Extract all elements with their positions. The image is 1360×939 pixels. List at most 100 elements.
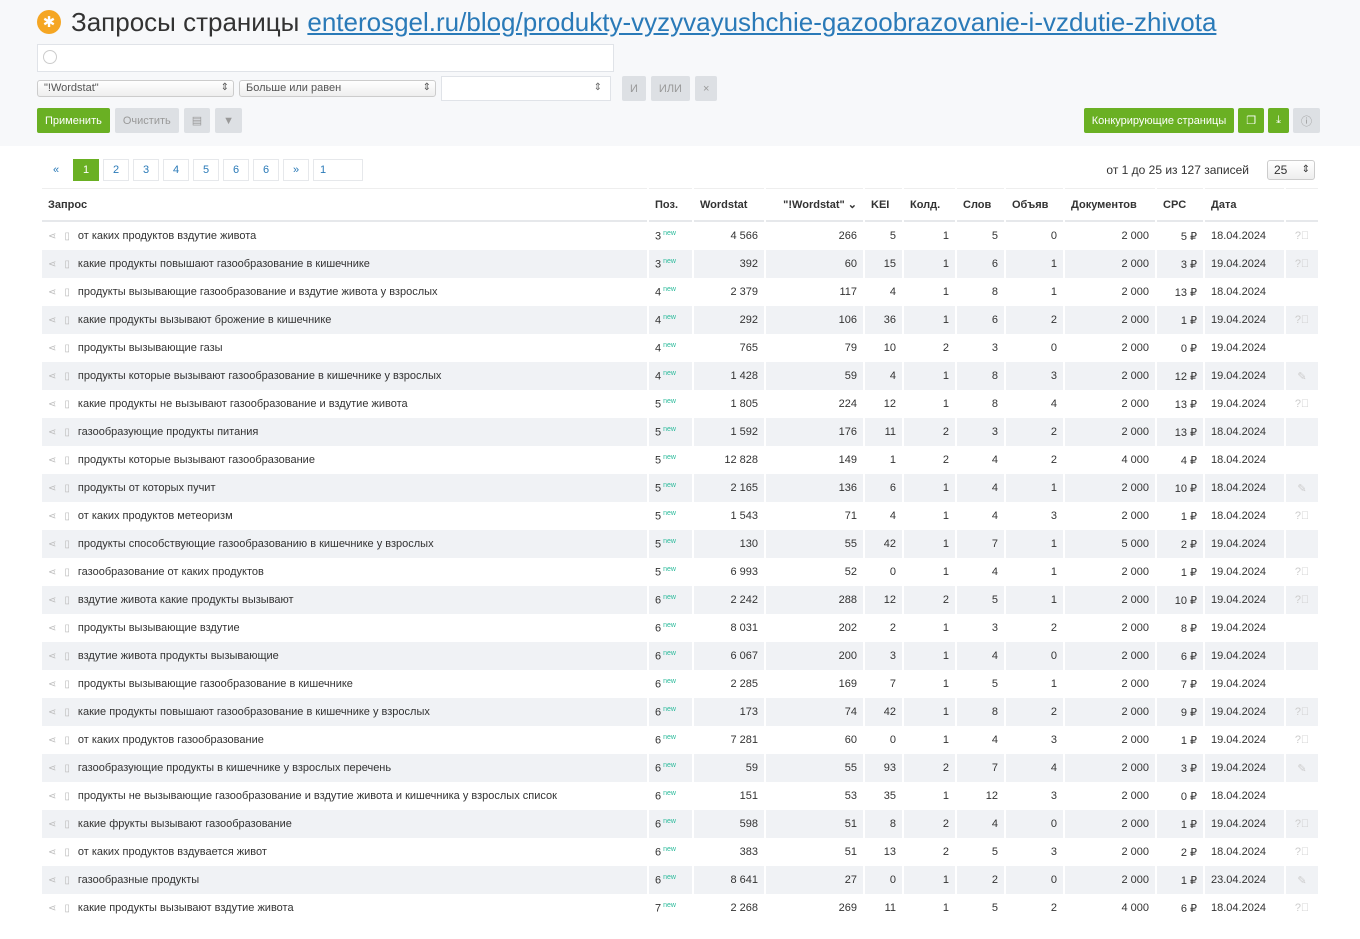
share-icon[interactable]: ⋖ [48,231,57,242]
help-icon[interactable]: ?⃝ [1294,734,1310,746]
edit-icon[interactable]: ✎ [1286,362,1318,390]
page-1[interactable]: 1 [73,159,99,181]
share-icon[interactable]: ⋖ [48,483,57,494]
document-icon[interactable]: ▯ [64,567,70,578]
help-icon[interactable]: ?⃝ [1286,306,1318,334]
prev-page[interactable]: « [52,164,60,176]
info-icon[interactable]: ⓘ [1293,108,1320,133]
share-icon[interactable]: ⋖ [48,427,57,438]
document-icon[interactable]: ▯ [64,259,70,270]
column-header[interactable]: KEI [865,188,902,222]
query-text[interactable]: газообразующие продукты в кишечнике у вз… [77,762,392,774]
query-text[interactable]: вздутие живота продукты вызывающие [77,650,279,662]
search-input[interactable] [37,44,614,72]
document-icon[interactable]: ▯ [64,819,70,830]
query-text[interactable]: от каких продуктов вздутие живота [77,230,257,242]
document-icon[interactable]: ▯ [64,791,70,802]
document-icon[interactable]: ▯ [64,483,70,494]
column-header[interactable]: Дата [1205,188,1284,222]
document-icon[interactable]: ▯ [64,735,70,746]
share-icon[interactable]: ⋖ [48,511,57,522]
remove-condition-button[interactable]: × [694,76,718,101]
query-text[interactable]: продукты которые вызывают газообразовани… [77,370,442,382]
download-icon[interactable]: ⤓ [1268,108,1289,133]
document-icon[interactable]: ▯ [64,343,70,354]
page-5[interactable]: 5 [193,159,219,181]
filter-icon[interactable]: ▼ [215,108,243,133]
per-page-select[interactable]: 25 [1267,160,1315,180]
query-text[interactable]: от каких продуктов газообразование [77,734,264,746]
query-text[interactable]: продукты от которых пучит [77,482,216,494]
share-icon[interactable]: ⋖ [48,259,57,270]
help-icon[interactable]: ?⃝ [1286,810,1318,838]
page-3[interactable]: 3 [133,159,159,181]
column-header[interactable]: Слов [957,188,1004,222]
document-icon[interactable]: ▯ [64,595,70,606]
query-text[interactable]: вздутие живота какие продукты вызывают [77,594,294,606]
help-icon[interactable]: ?⃝ [1294,230,1310,242]
share-icon[interactable]: ⋖ [48,315,57,326]
share-icon[interactable]: ⋖ [48,287,57,298]
query-text[interactable]: продукты способствующие газообразованию … [77,538,434,550]
next-page[interactable]: » [283,159,309,181]
share-icon[interactable]: ⋖ [48,763,57,774]
document-icon[interactable]: ▯ [64,539,70,550]
share-icon[interactable]: ⋖ [48,399,57,410]
and-button[interactable]: И [622,76,646,101]
column-header[interactable]: Запрос [42,188,647,222]
share-icon[interactable]: ⋖ [48,819,57,830]
competitors-button[interactable]: Конкурирующие страницы [1083,108,1235,133]
share-icon[interactable]: ⋖ [48,847,57,858]
query-text[interactable]: газообразование от каких продуктов [77,566,264,578]
help-icon[interactable]: ?⃝ [1294,510,1310,522]
query-text[interactable]: от каких продуктов вздувается живот [77,846,267,858]
sort-desc-icon[interactable]: ⌄ [844,199,857,211]
help-icon[interactable]: ?⃝ [1294,566,1310,578]
column-header[interactable]: Объяв [1006,188,1063,222]
copy-icon[interactable]: ❐ [1238,108,1265,133]
share-icon[interactable]: ⋖ [48,623,57,634]
share-icon[interactable]: ⋖ [48,735,57,746]
query-text[interactable]: какие фрукты вызывают газообразование [77,818,292,830]
page-jump-input[interactable]: 1 [313,159,363,181]
or-button[interactable]: ИЛИ [650,76,690,101]
share-icon[interactable]: ⋖ [48,455,57,466]
edit-icon[interactable]: ✎ [1286,474,1318,502]
query-text[interactable]: какие продукты не вызывают газообразован… [77,398,408,410]
edit-icon[interactable]: ✎ [1286,754,1318,782]
query-text[interactable]: от каких продуктов метеоризм [77,510,233,522]
query-text[interactable]: продукты вызывающие газообразование и вз… [77,286,438,298]
query-text[interactable]: газообразные продукты [77,874,200,886]
query-text[interactable]: продукты вызывающие вздутие [77,622,240,634]
query-text[interactable]: продукты которые вызывают газообразовани… [77,454,315,466]
share-icon[interactable]: ⋖ [48,903,57,914]
document-icon[interactable]: ▯ [64,371,70,382]
query-text[interactable]: какие продукты вызывают брожение в кишеч… [77,314,332,326]
share-icon[interactable]: ⋖ [48,539,57,550]
document-icon[interactable]: ▯ [64,399,70,410]
share-icon[interactable]: ⋖ [48,707,57,718]
document-icon[interactable]: ▯ [64,287,70,298]
query-text[interactable]: какие продукты вызывают вздутие живота [77,902,294,914]
page-url-link[interactable]: enterosgel.ru/blog/produkty-vyzyvayushch… [307,6,1217,37]
document-icon[interactable]: ▯ [64,315,70,326]
document-icon[interactable]: ▯ [64,455,70,466]
share-icon[interactable]: ⋖ [48,371,57,382]
value-input[interactable] [441,76,611,101]
document-icon[interactable]: ▯ [64,511,70,522]
apply-button[interactable]: Применить [37,108,110,133]
column-header[interactable]: Документов [1065,188,1155,222]
query-text[interactable]: продукты вызывающие газообразование в ки… [77,678,353,690]
document-icon[interactable]: ▯ [64,707,70,718]
page-6[interactable]: 6 [223,159,249,181]
help-icon[interactable]: ?⃝ [1286,698,1318,726]
operator-select[interactable]: Больше или равен [239,80,436,97]
query-text[interactable]: какие продукты повышают газообразование … [77,706,430,718]
document-icon[interactable]: ▯ [64,679,70,690]
document-icon[interactable]: ▯ [64,847,70,858]
query-text[interactable]: какие продукты повышают газообразование … [77,258,370,270]
document-icon[interactable]: ▯ [64,763,70,774]
share-icon[interactable]: ⋖ [48,567,57,578]
clear-button[interactable]: Очистить [114,108,179,133]
share-icon[interactable]: ⋖ [48,791,57,802]
